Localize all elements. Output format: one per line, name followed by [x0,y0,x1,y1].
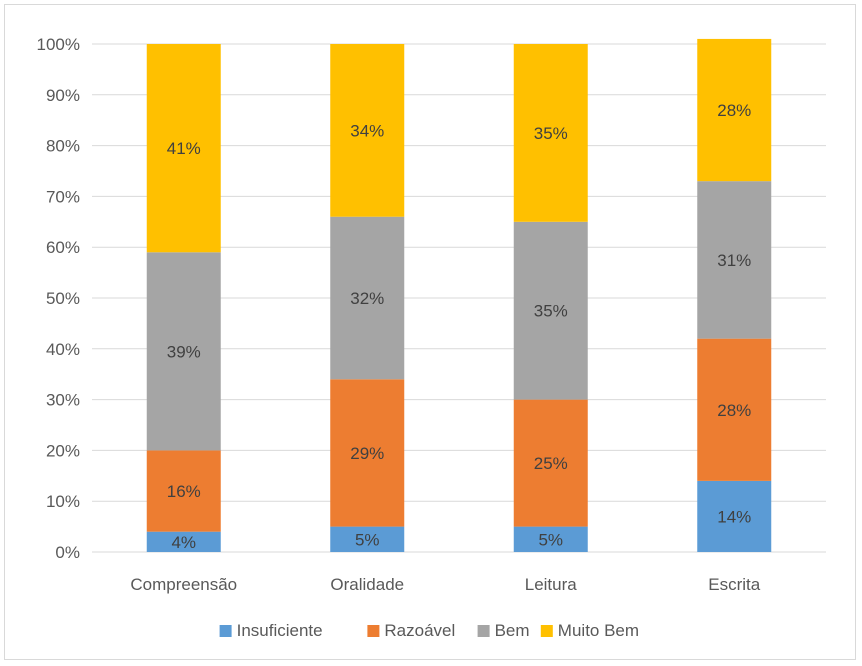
data-label: 39% [167,342,201,361]
data-label: 34% [350,121,384,140]
data-label: 29% [350,444,384,463]
bar-segment [513,44,588,222]
bar-segment [513,526,588,552]
data-label: 41% [167,139,201,158]
legend-label: Razoável [384,621,455,640]
bar-segment [330,44,405,217]
bar-segment [697,181,772,339]
y-tick-label: 30% [46,391,80,410]
data-label: 31% [717,251,751,270]
y-tick-label: 0% [55,543,80,562]
x-tick-label: Oralidade [330,575,404,594]
x-tick-label: Leitura [525,575,578,594]
y-tick-label: 90% [46,86,80,105]
bar-segment [146,450,221,532]
legend-swatch [477,625,490,637]
data-label: 35% [534,302,568,321]
legend-label: Bem [495,621,530,640]
data-label: 5% [355,530,380,549]
x-tick-label: Escrita [708,575,761,594]
data-label: 28% [717,101,751,120]
data-label: 4% [171,533,196,552]
y-tick-label: 20% [46,441,80,460]
data-label: 28% [717,401,751,420]
legend-swatch [367,625,380,637]
bar-segment [330,526,405,552]
data-label: 25% [534,454,568,473]
bar-segment [330,379,405,527]
y-tick-label: 50% [46,289,80,308]
legend-swatch [540,625,553,637]
bar-segment [697,480,772,552]
data-label: 5% [538,530,563,549]
bar-segment [513,399,588,527]
data-label: 35% [534,124,568,143]
y-tick-label: 100% [37,35,80,54]
bar-segment [146,531,221,552]
y-tick-label: 10% [46,492,80,511]
data-label: 32% [350,289,384,308]
y-tick-label: 80% [46,137,80,156]
bar-segment [697,38,772,182]
legend-label: Insuficiente [237,621,323,640]
legend-swatch [219,625,232,637]
bar-segment [697,338,772,481]
data-label: 14% [717,507,751,526]
y-tick-label: 40% [46,340,80,359]
bar-segment [146,44,221,253]
y-tick-label: 70% [46,187,80,206]
legend-label: Muito Bem [558,621,639,640]
bar-segment [330,216,405,380]
bar-segment [513,221,588,400]
bar-segment [146,252,221,451]
data-label: 16% [167,482,201,501]
y-tick-label: 60% [46,238,80,257]
x-tick-label: Compreensão [130,575,237,594]
